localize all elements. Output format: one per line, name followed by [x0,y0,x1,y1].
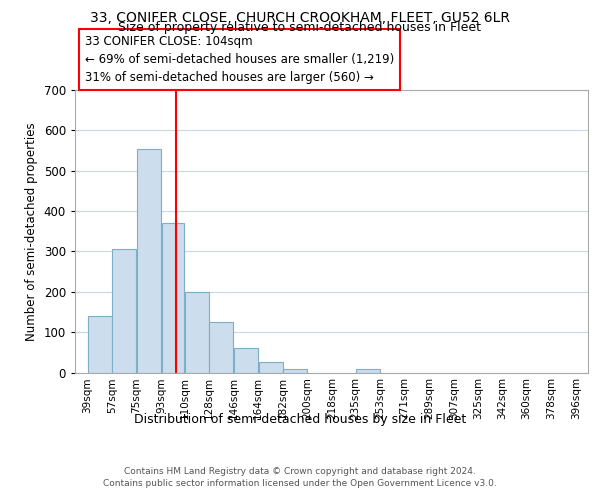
Bar [88,316,112,372]
Bar [185,292,209,372]
Y-axis label: Number of semi-detached properties: Number of semi-detached properties [25,122,38,340]
Bar [112,250,136,372]
Bar [234,348,258,372]
Text: Size of property relative to semi-detached houses in Fleet: Size of property relative to semi-detach… [119,21,482,34]
Bar [161,223,184,372]
Bar [259,362,283,372]
Text: Contains public sector information licensed under the Open Government Licence v3: Contains public sector information licen… [103,479,497,488]
Bar [283,370,307,372]
Bar [209,322,233,372]
Bar [356,370,380,372]
Text: 33, CONIFER CLOSE, CHURCH CROOKHAM, FLEET, GU52 6LR: 33, CONIFER CLOSE, CHURCH CROOKHAM, FLEE… [90,11,510,25]
Text: 33 CONIFER CLOSE: 104sqm
← 69% of semi-detached houses are smaller (1,219)
31% o: 33 CONIFER CLOSE: 104sqm ← 69% of semi-d… [85,36,395,84]
Bar [137,148,161,372]
Text: Contains HM Land Registry data © Crown copyright and database right 2024.: Contains HM Land Registry data © Crown c… [124,468,476,476]
Text: Distribution of semi-detached houses by size in Fleet: Distribution of semi-detached houses by … [134,412,466,426]
